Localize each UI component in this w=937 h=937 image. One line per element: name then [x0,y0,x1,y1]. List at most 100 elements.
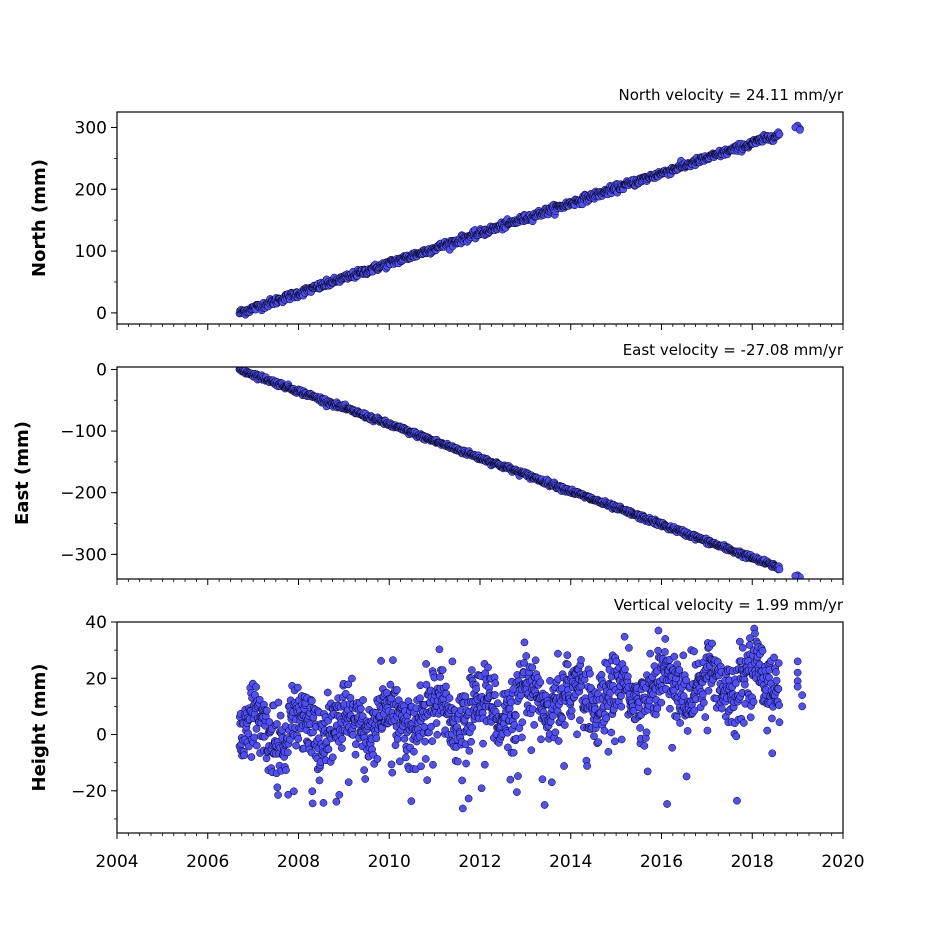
data-point [746,713,755,722]
data-point [509,685,518,694]
data-point [657,698,666,707]
data-point [416,694,424,703]
data-point [708,639,716,648]
data-point [292,741,300,750]
data-point [346,693,355,702]
data-point [388,768,397,777]
data-point [433,730,442,739]
data-point [654,626,663,635]
data-point [768,714,776,723]
y-axis-label: North (mm) [29,159,50,277]
data-point [653,704,662,713]
data-point [758,647,767,655]
data-point [407,797,416,805]
data-point [428,737,437,746]
data-point [679,692,688,700]
data-point [435,645,444,654]
scatter-series-height [235,624,807,813]
y-tick-label: 300 [75,118,107,138]
data-point [360,766,368,774]
data-point [774,659,783,667]
y-tick-label: 0 [96,726,107,746]
data-point [617,735,626,744]
data-point [274,791,282,799]
data-point [538,775,547,784]
data-point [294,683,302,692]
data-point [240,751,249,760]
y-tick-label: −20 [71,782,107,802]
data-point [423,776,432,785]
data-point [527,746,536,755]
x-tick-label: 2018 [731,852,774,872]
data-point [775,701,783,710]
data-point [491,691,499,699]
data-point [265,718,274,726]
data-point [373,755,382,763]
y-tick-label: 100 [75,242,107,262]
data-point [335,791,344,799]
data-point [672,713,681,721]
data-point [393,686,401,694]
data-point [560,721,569,729]
data-point [518,718,527,727]
data-point [775,718,784,727]
data-point [252,683,260,691]
data-point [337,744,346,752]
data-point [438,666,447,674]
y-tick-label: 40 [85,613,107,633]
data-point [324,745,333,754]
y-tick-label: 200 [75,180,107,200]
data-point [509,748,518,757]
y-tick-label: 0 [96,304,107,324]
x-tick-label: 2012 [458,852,501,872]
panel-title: Vertical velocity = 1.99 mm/yr [614,596,844,614]
data-point [775,565,784,574]
data-point [763,726,772,735]
data-point [319,799,328,807]
data-point [768,749,777,758]
data-point [467,737,475,746]
data-point [247,753,256,761]
x-tick-label: 2006 [186,852,229,872]
data-point [284,790,292,799]
data-point [358,712,367,721]
data-point [636,724,644,732]
data-point [642,728,651,737]
data-point [704,686,713,695]
data-point [273,783,282,792]
data-point [668,743,676,752]
data-point [462,759,470,768]
data-point [739,719,748,727]
data-point [308,799,317,808]
data-point [389,656,397,664]
data-point [436,673,444,681]
data-point [477,784,486,793]
data-point [361,775,370,783]
data-point [770,653,778,662]
data-point [422,680,431,689]
data-point [263,706,271,715]
data-point [547,778,556,787]
data-point [448,657,457,666]
data-point [349,731,357,739]
data-point [663,800,671,808]
data-point [491,679,500,688]
data-point [554,737,563,745]
data-point [732,679,740,688]
data-point [625,644,633,652]
data-point [513,788,521,796]
data-point [675,666,684,674]
data-point [772,676,781,685]
data-point [683,727,692,735]
data-point [282,766,290,774]
data-point [793,682,802,691]
data-point [530,721,539,729]
x-tick-label: 2020 [821,852,864,872]
data-point [528,705,537,714]
data-point [563,651,572,660]
data-point [308,697,316,705]
data-point [357,704,365,713]
data-point [290,787,298,796]
data-point [352,740,360,749]
data-point [344,778,353,787]
